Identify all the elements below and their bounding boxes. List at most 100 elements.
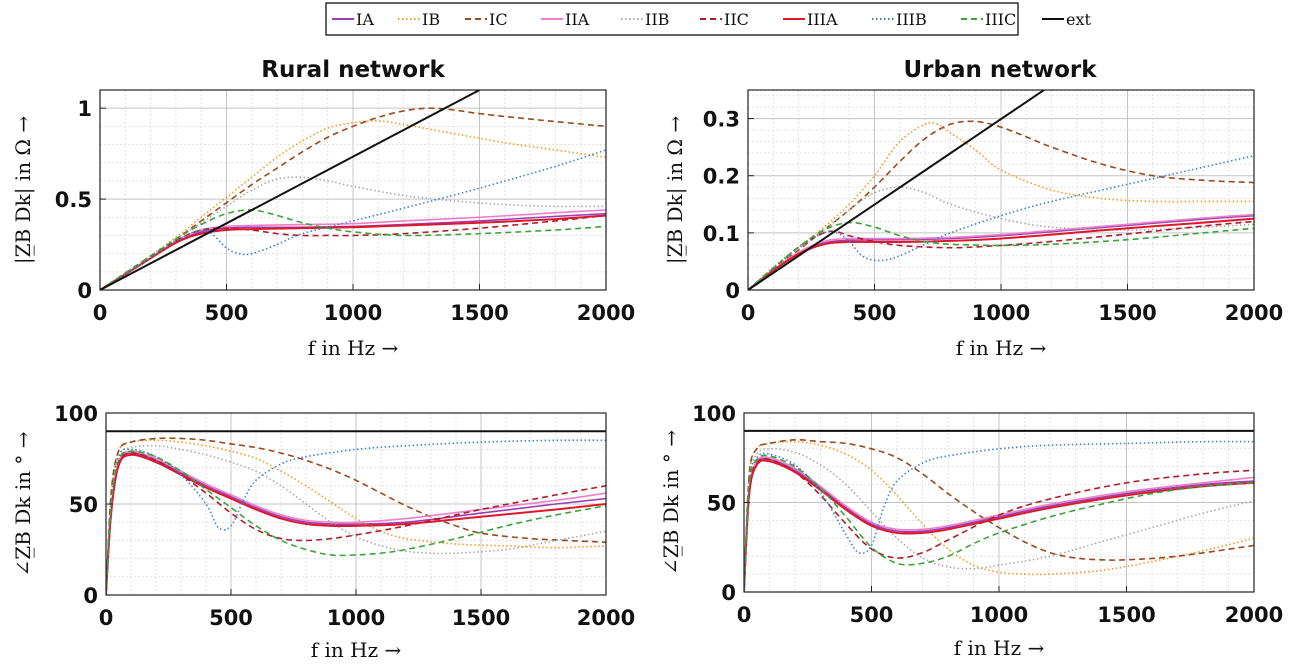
x-tick-label: 1000 xyxy=(972,301,1030,325)
y-tick-label: 0.1 xyxy=(703,222,740,246)
legend-item: IIB xyxy=(621,10,669,29)
legend-label: IIIC xyxy=(985,10,1016,29)
x-tick-label: 500 xyxy=(850,603,894,627)
series-group xyxy=(106,430,606,595)
series-group xyxy=(100,90,606,290)
y-tick-label: 0 xyxy=(77,279,92,303)
legend-label: IB xyxy=(422,10,440,29)
x-tick-label: 500 xyxy=(853,301,897,325)
series-line-IB xyxy=(100,120,606,290)
x-tick-label: 1000 xyxy=(970,603,1028,627)
y-axis-label: |Z̲B Dk| in Ω → xyxy=(11,116,36,265)
x-tick-label: 500 xyxy=(209,606,253,630)
series-line-IIIB xyxy=(744,440,1254,592)
y-tick-label: 0.2 xyxy=(703,165,740,189)
legend-label: IA xyxy=(356,10,374,29)
series-line-IIC xyxy=(744,457,1254,592)
legend-label: IC xyxy=(489,10,508,29)
y-tick-label: 0.3 xyxy=(703,108,740,132)
x-tick-label: 2000 xyxy=(1225,301,1283,325)
x-tick-label: 1000 xyxy=(327,606,385,630)
legend-item: IA xyxy=(332,10,374,29)
chart-panel: 0 500 1000 1500 2000 0 0.1 0.2 0.3 Urban network f… xyxy=(663,57,1283,360)
series-group xyxy=(744,429,1254,592)
x-tick-label: 1500 xyxy=(452,606,510,630)
x-tick-label: 2000 xyxy=(577,301,635,325)
legend-item: IIIB xyxy=(872,10,927,29)
series-line-IIC xyxy=(100,214,606,290)
x-tick-label: 500 xyxy=(205,301,249,325)
y-tick-label: 1 xyxy=(77,97,92,121)
grid xyxy=(743,412,1255,593)
series-line-IIB xyxy=(748,186,1254,290)
series-line-IIA xyxy=(748,213,1254,290)
legend-label: ext xyxy=(1066,10,1091,29)
chart-title: Rural network xyxy=(261,57,445,83)
series-line-IIB xyxy=(106,444,606,595)
series-group xyxy=(748,90,1254,290)
legend-item: IIC xyxy=(700,10,749,29)
legend-label: IIIB xyxy=(896,10,927,29)
series-line-IIC xyxy=(106,452,606,595)
y-tick-label: 100 xyxy=(692,402,736,426)
y-tick-label: 50 xyxy=(707,492,736,516)
series-line-IIIC xyxy=(748,221,1254,290)
legend: IA IB IC IIA IIB IIC IIIA IIIB IIIC ext xyxy=(325,2,1091,36)
x-tick-label: 0 xyxy=(737,603,752,627)
x-tick-label: 0 xyxy=(93,301,108,325)
x-tick-label: 2000 xyxy=(577,606,635,630)
x-tick-label: 1500 xyxy=(1097,603,1155,627)
legend-item: ext xyxy=(1042,10,1091,29)
chart-title: Urban network xyxy=(903,57,1097,83)
legend-label: IIB xyxy=(645,10,669,29)
series-line-IC xyxy=(106,437,606,595)
y-axis-label: ∠Z̲B Dk in ° → xyxy=(11,431,35,576)
legend-item: IIIC xyxy=(961,10,1016,29)
chart-panel: 0 500 1000 1500 2000 0 0.5 1 Rural network f in H… xyxy=(11,57,635,360)
grid xyxy=(747,90,1255,291)
y-tick-label: 0 xyxy=(725,279,740,303)
series-line-ext xyxy=(100,90,480,290)
y-axis-label: ∠Z̲B Dk in ° → xyxy=(659,430,683,575)
x-axis-label: f in Hz → xyxy=(956,336,1047,360)
series-line-IIIC xyxy=(744,454,1254,592)
series-line-IB xyxy=(748,121,1254,290)
x-tick-label: 1500 xyxy=(450,301,508,325)
series-line-IIIA xyxy=(106,453,606,595)
y-tick-label: 0 xyxy=(83,584,98,608)
series-line-ext xyxy=(748,90,1045,290)
x-axis-label: f in Hz → xyxy=(308,336,399,360)
series-line-IB xyxy=(744,440,1254,592)
series-line-IIIB xyxy=(748,154,1254,290)
legend-item: IIIA xyxy=(783,10,838,29)
y-axis-label: |Z̲B Dk| in Ω → xyxy=(663,116,688,265)
y-tick-label: 100 xyxy=(54,402,98,426)
x-tick-label: 0 xyxy=(99,606,114,630)
legend-item: IIA xyxy=(541,10,590,29)
y-tick-label: 0.5 xyxy=(55,188,92,212)
x-axis-label: f in Hz → xyxy=(954,636,1045,660)
series-line-IC xyxy=(744,439,1254,592)
x-tick-label: 0 xyxy=(741,301,756,325)
legend-item: IC xyxy=(465,10,508,29)
legend-label: IIIA xyxy=(807,10,838,29)
chart-panel: 0 500 1000 1500 2000 0 50 100 f in Hz → ∠Z̲B Dk i… xyxy=(659,402,1283,660)
series-line-IIB xyxy=(744,447,1254,592)
series-line-IIIB xyxy=(100,149,606,290)
x-axis-label: f in Hz → xyxy=(311,638,402,662)
series-line-IIA xyxy=(744,456,1254,592)
series-line-IC xyxy=(748,120,1254,290)
legend-label: IIC xyxy=(724,10,749,29)
legend-label: IIA xyxy=(565,10,590,29)
grid xyxy=(99,89,607,291)
legend-item: IB xyxy=(398,10,440,29)
series-line-IC xyxy=(100,107,606,290)
y-tick-label: 0 xyxy=(721,581,736,605)
x-tick-label: 2000 xyxy=(1225,603,1283,627)
x-tick-label: 1000 xyxy=(324,301,382,325)
series-line-IIIA xyxy=(100,214,606,290)
y-tick-label: 50 xyxy=(69,493,98,517)
chart-panel: 0 500 1000 1500 2000 0 50 100 f in Hz → ∠Z̲B Dk i… xyxy=(11,402,635,662)
series-line-IIIC xyxy=(100,209,606,290)
